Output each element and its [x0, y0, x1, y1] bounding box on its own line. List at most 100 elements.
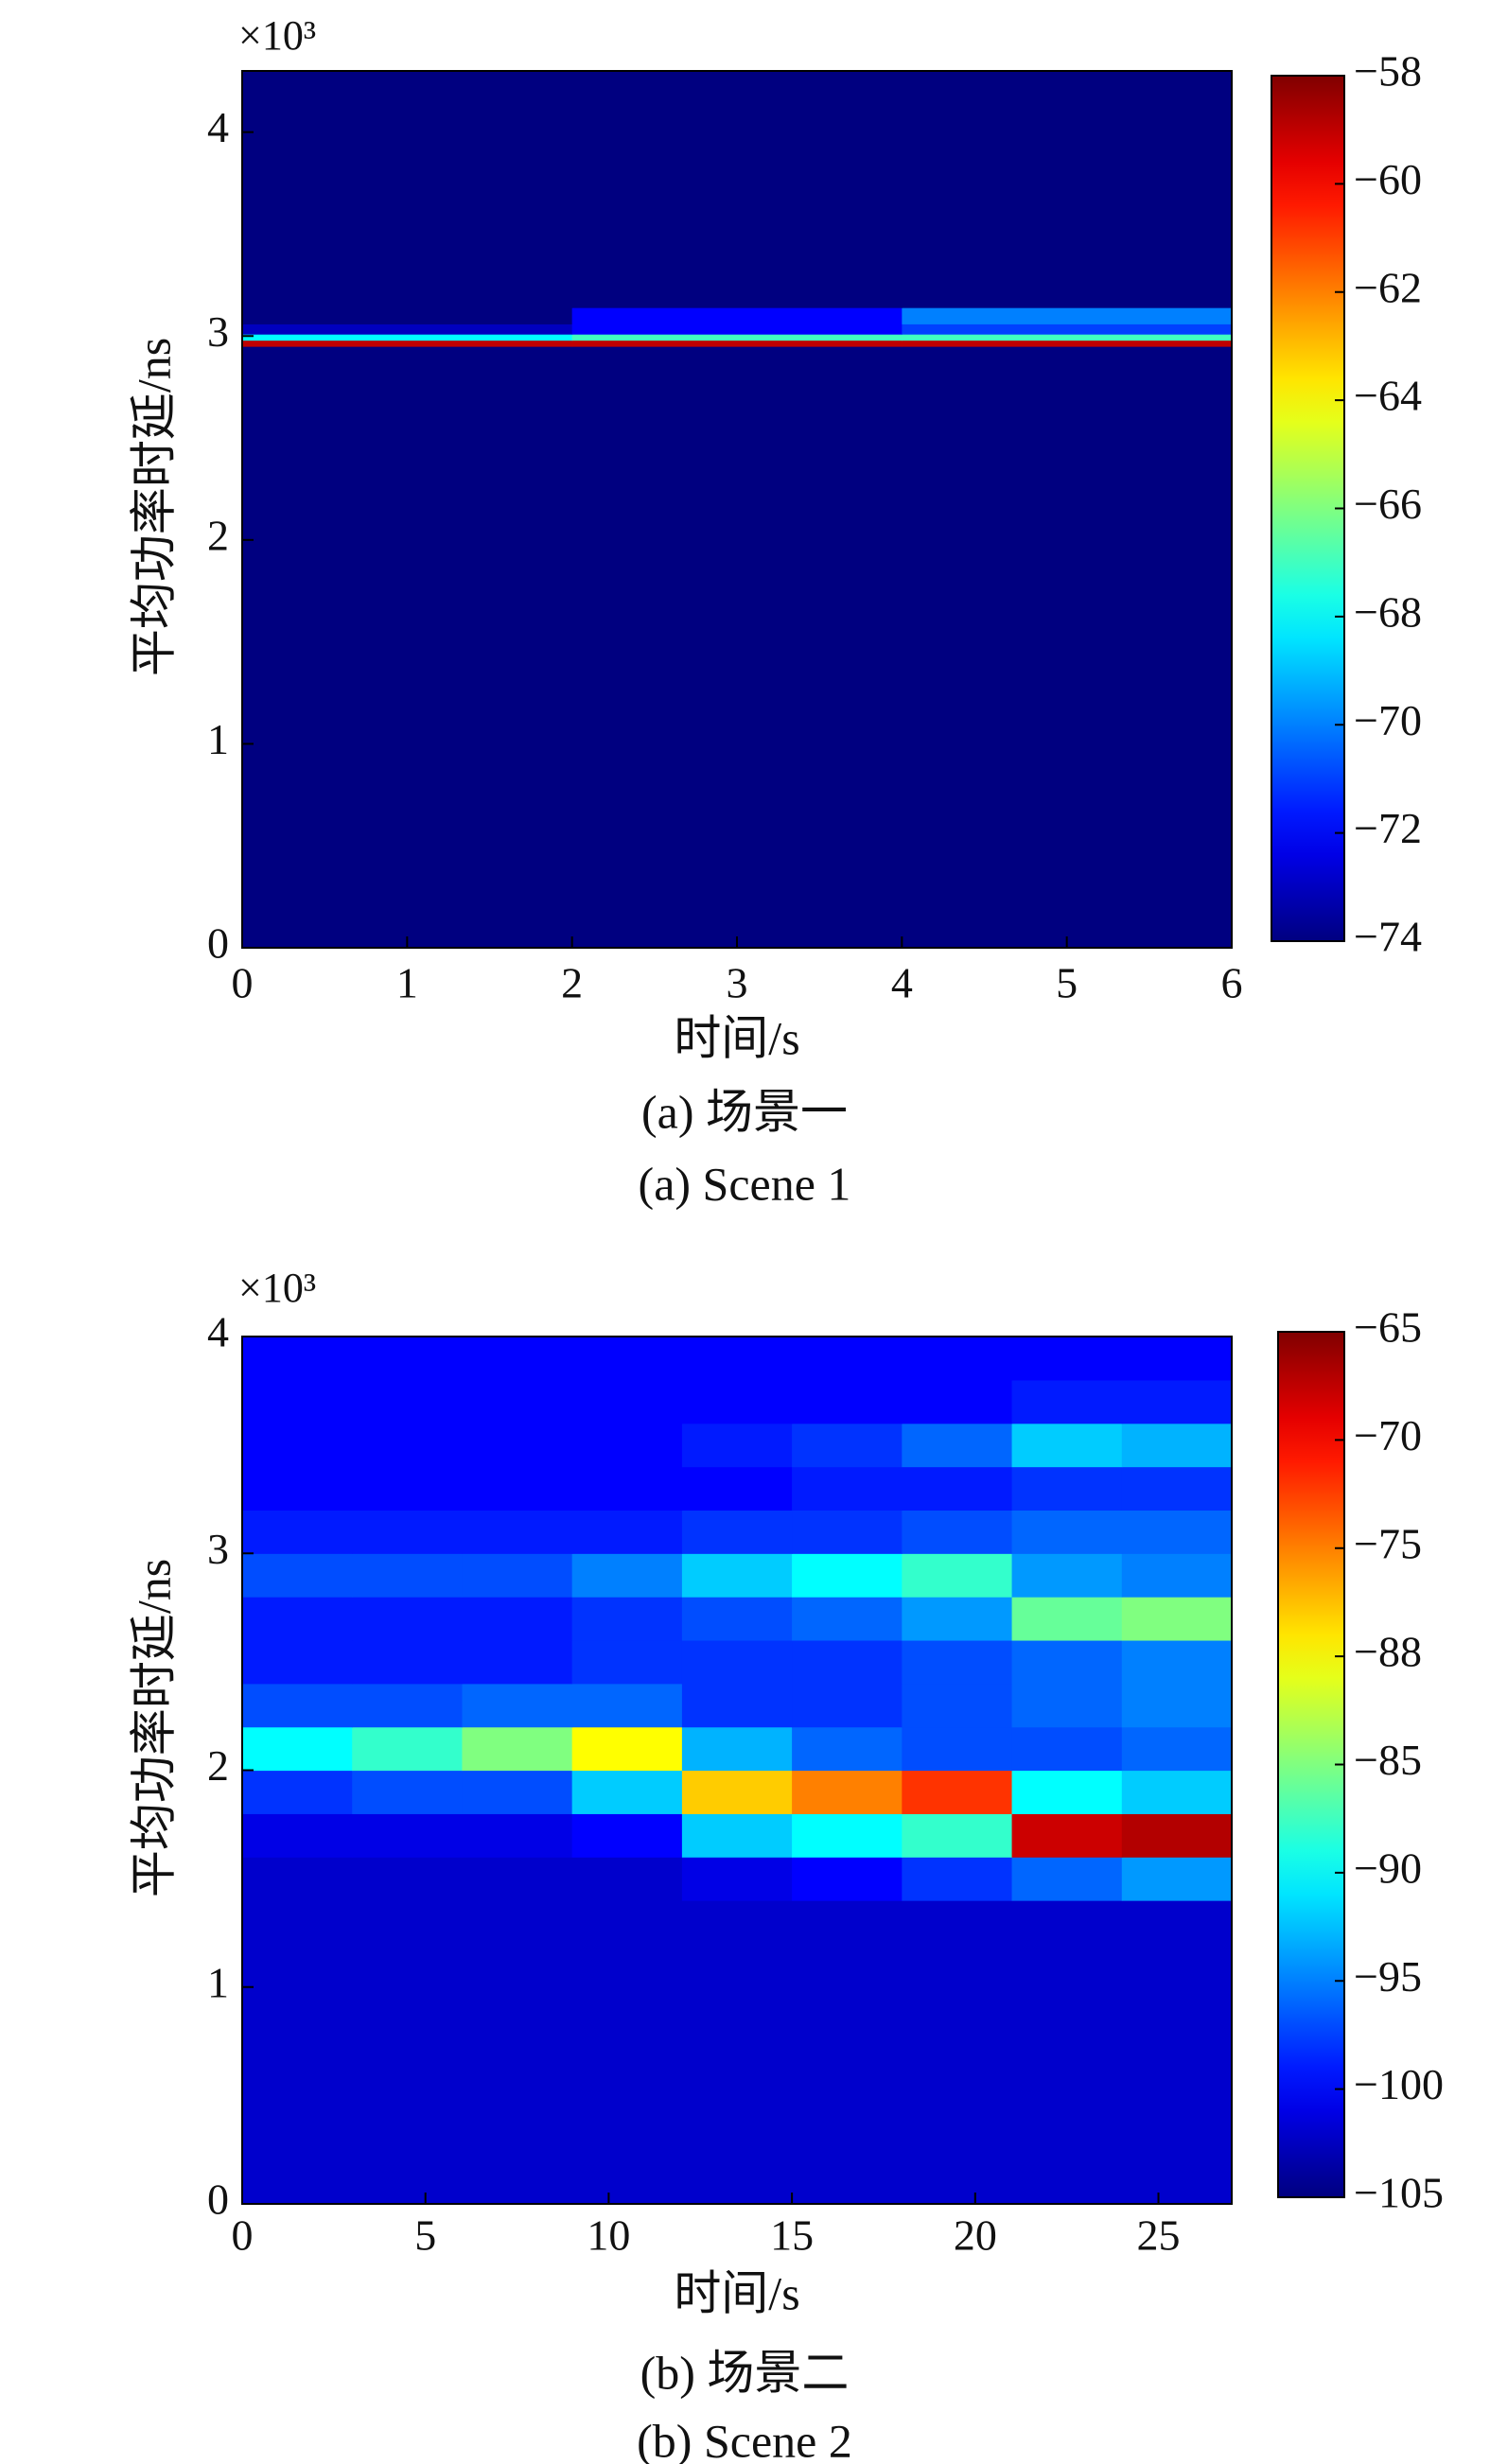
- heatmap-cell: [792, 2160, 903, 2205]
- heatmap-cell: [1011, 1857, 1123, 1901]
- caption-en: (a) Scene 1: [639, 1157, 851, 1210]
- heatmap-cell: [902, 1597, 1013, 1641]
- y-tick-label: 1: [207, 1958, 229, 2006]
- heatmap-cell: [1011, 1900, 1123, 1945]
- heatmap-cell: [242, 1379, 353, 1424]
- heatmap-cell: [462, 1597, 573, 1641]
- heatmap-cell: [681, 2030, 793, 2075]
- colorbar-tick-label: −75: [1354, 1519, 1422, 1567]
- heatmap-cell: [571, 71, 903, 308]
- heatmap-cell: [571, 1813, 683, 1858]
- heatmap-cell: [242, 1466, 353, 1511]
- heatmap-cell: [902, 2073, 1013, 2118]
- heatmap-cell: [902, 1857, 1013, 1901]
- heatmap-cell: [242, 323, 573, 335]
- heatmap-cell: [902, 323, 1233, 335]
- heatmap-cell: [571, 2117, 683, 2161]
- heatmap-cell: [242, 1337, 353, 1381]
- heatmap-cell: [792, 2073, 903, 2118]
- heatmap-cell: [792, 1726, 903, 1772]
- heatmap-cell: [352, 1379, 464, 1424]
- heatmap-cell: [902, 307, 1233, 324]
- heatmap-cell: [242, 1813, 353, 1858]
- heatmap-cell: [1121, 1337, 1233, 1381]
- heatmap-cell: [242, 334, 573, 341]
- heatmap-cell: [242, 71, 573, 308]
- heatmap-cell: [1121, 1943, 1233, 1988]
- x-tick-label: 1: [396, 959, 418, 1007]
- heatmap-cell: [792, 1510, 903, 1554]
- heatmap-cell: [352, 1943, 464, 1988]
- heatmap-cell: [352, 1683, 464, 1728]
- caption-cn: (b) 场景二: [640, 2346, 850, 2399]
- heatmap-cell: [902, 1423, 1013, 1468]
- heatmap-cell: [1011, 2073, 1123, 2118]
- heatmap-cell: [571, 1857, 683, 1901]
- heatmap-cell: [352, 1510, 464, 1554]
- heatmap-cell: [902, 1466, 1013, 1511]
- colorbar-tick-label: −58: [1354, 47, 1422, 96]
- heatmap-cell: [1011, 1337, 1123, 1381]
- heatmap-cell: [1011, 1597, 1123, 1641]
- heatmap-cell: [681, 1770, 793, 1814]
- heatmap-cell: [792, 1683, 903, 1728]
- heatmap-cell: [902, 1900, 1013, 1945]
- heatmap-cell: [902, 1813, 1013, 1858]
- heatmap-cell: [902, 1510, 1013, 1554]
- heatmap-cell: [462, 1943, 573, 1988]
- heatmap-cell: [902, 1337, 1013, 1381]
- heatmap-cell: [902, 1770, 1013, 1814]
- heatmap-cell: [1011, 1986, 1123, 2032]
- x-tick-label: 15: [770, 2211, 814, 2260]
- heatmap-cell: [352, 1726, 464, 1772]
- x-axis-label: 时间/s: [674, 2266, 799, 2319]
- heatmap-cell: [681, 1900, 793, 1945]
- heatmap-cell: [242, 1683, 353, 1728]
- heatmap-cell: [571, 1553, 683, 1598]
- x-axis-label: 时间/s: [674, 1011, 799, 1064]
- heatmap-cell: [352, 1857, 464, 1901]
- colorbar-tick-label: −85: [1354, 1736, 1422, 1784]
- colorbar: [1277, 1331, 1345, 2198]
- heatmap-cell: [902, 1639, 1013, 1685]
- heatmap-cell: [242, 2073, 353, 2118]
- heatmap-cell: [352, 1900, 464, 1945]
- heatmap-cell: [352, 2160, 464, 2205]
- x-tick-label: 5: [414, 2211, 436, 2260]
- heatmap-cell: [902, 2117, 1013, 2161]
- heatmap-cell: [352, 2030, 464, 2075]
- y-tick-label: 0: [207, 2176, 229, 2224]
- heatmap-cell: [1121, 2073, 1233, 2118]
- heatmap-cell: [571, 340, 903, 347]
- heatmap-cell: [792, 1379, 903, 1424]
- heatmap-cell: [681, 1857, 793, 1901]
- colorbar-tick-label: −72: [1354, 804, 1422, 852]
- heatmap-cell: [571, 307, 903, 324]
- heatmap-cell: [1011, 2117, 1123, 2161]
- heatmap-cell: [792, 1337, 903, 1381]
- heatmap-cell: [242, 1553, 353, 1598]
- heatmap-cell: [902, 1943, 1013, 1988]
- colorbar-tick-label: −95: [1354, 1952, 1422, 2001]
- heatmap-cell: [352, 1553, 464, 1598]
- colorbar-tick-label: −64: [1354, 372, 1422, 420]
- heatmap-cell: [571, 2030, 683, 2075]
- heatmap-cell: [242, 1857, 353, 1901]
- heatmap-cell: [1011, 1466, 1123, 1511]
- heatmap-cell: [1121, 2117, 1233, 2161]
- heatmap-cell: [352, 1813, 464, 1858]
- colorbar-tick-label: −66: [1354, 480, 1422, 528]
- heatmap-cell: [571, 1510, 683, 1554]
- heatmap-cell: [571, 1423, 683, 1468]
- x-tick-label: 5: [1056, 959, 1078, 1007]
- heatmap-cell: [571, 1683, 683, 1728]
- heatmap-cell: [242, 1900, 353, 1945]
- heatmap-cell: [242, 346, 573, 949]
- heatmap-cell: [462, 1466, 573, 1511]
- caption-cn: (a) 场景一: [641, 1085, 848, 1138]
- heatmap-cell: [1121, 1770, 1233, 1814]
- heatmap-cell: [462, 1726, 573, 1772]
- heatmap-cell: [462, 1683, 573, 1728]
- heatmap-cell: [462, 1813, 573, 1858]
